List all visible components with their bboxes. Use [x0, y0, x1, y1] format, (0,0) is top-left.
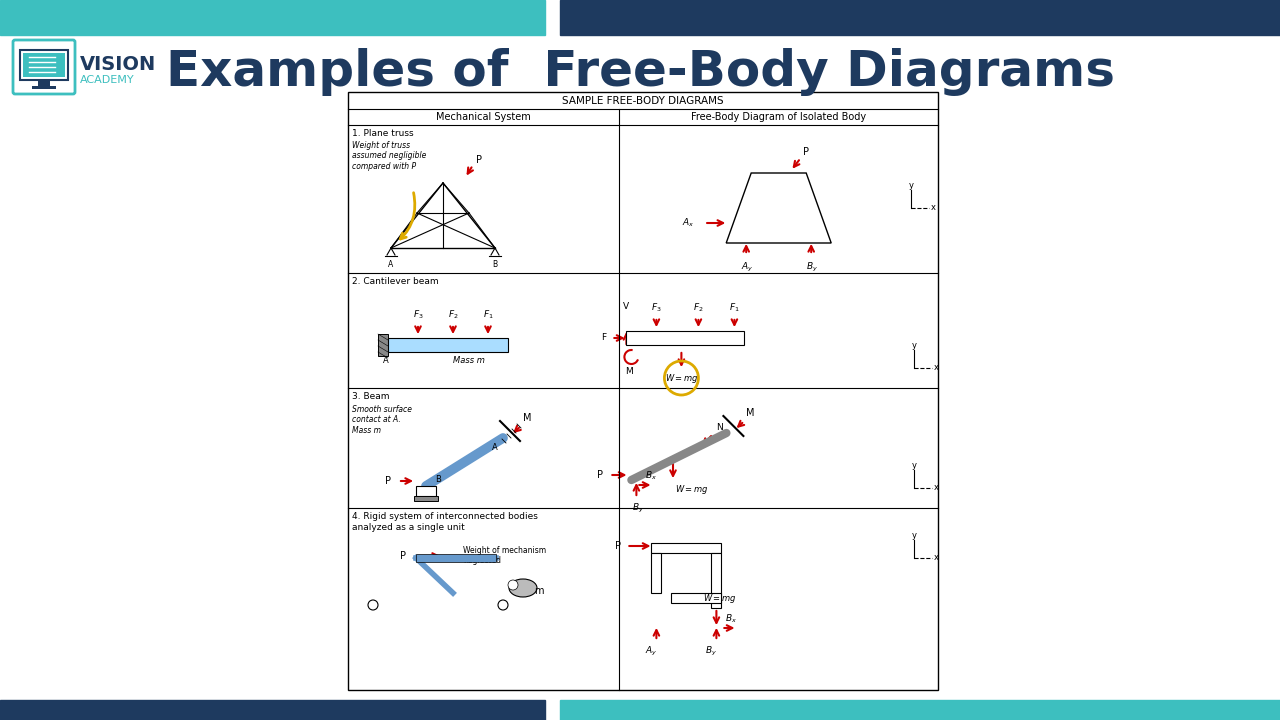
Text: $B_y$: $B_y$: [632, 502, 644, 515]
Text: $A_y$: $A_y$: [645, 645, 658, 658]
Text: VISION: VISION: [79, 55, 156, 73]
Text: 1. Plane truss: 1. Plane truss: [352, 129, 413, 138]
Text: Free-Body Diagram of Isolated Body: Free-Body Diagram of Isolated Body: [691, 112, 867, 122]
Text: $W = mg$: $W = mg$: [664, 372, 699, 385]
Text: F: F: [602, 333, 607, 343]
Text: $B_y$: $B_y$: [705, 645, 717, 658]
Text: $W = mg$: $W = mg$: [704, 592, 737, 605]
Text: A: A: [370, 602, 376, 611]
Text: m: m: [534, 586, 544, 596]
Text: Examples of  Free-Body Diagrams: Examples of Free-Body Diagrams: [165, 48, 1115, 96]
Bar: [672, 593, 722, 603]
Ellipse shape: [508, 580, 518, 590]
Text: $B_x$: $B_x$: [726, 613, 737, 625]
Text: $F_3$: $F_3$: [412, 308, 424, 321]
Bar: [652, 553, 662, 593]
Text: P: P: [616, 541, 621, 551]
Text: $F_3$: $F_3$: [652, 302, 662, 314]
Text: Smooth surface
contact at A.
Mass m: Smooth surface contact at A. Mass m: [352, 405, 412, 435]
Text: A: A: [383, 356, 389, 365]
Bar: [413, 496, 438, 501]
Bar: [0, 700, 545, 720]
Text: P: P: [385, 476, 390, 486]
Text: A: A: [492, 443, 498, 452]
Text: Mass m: Mass m: [453, 356, 485, 365]
Text: V: V: [623, 302, 630, 311]
Text: 4. Rigid system of interconnected bodies: 4. Rigid system of interconnected bodies: [352, 512, 538, 521]
Text: x: x: [931, 204, 936, 212]
Circle shape: [369, 600, 378, 610]
Text: 3. Beam: 3. Beam: [352, 392, 389, 401]
Bar: [712, 553, 722, 608]
Text: 2. Cantilever beam: 2. Cantilever beam: [352, 277, 439, 286]
Text: P: P: [598, 470, 603, 480]
Text: x: x: [934, 364, 940, 372]
Text: $B_y$: $B_y$: [806, 261, 818, 274]
Text: M: M: [524, 413, 531, 423]
Bar: [348, 92, 938, 690]
Text: B: B: [435, 475, 440, 484]
Bar: [20, 50, 68, 80]
Text: $F_1$: $F_1$: [483, 308, 493, 321]
FancyBboxPatch shape: [13, 40, 76, 94]
Bar: [626, 331, 745, 345]
Text: analyzed as a single unit: analyzed as a single unit: [352, 523, 465, 532]
Text: y: y: [909, 181, 914, 190]
Text: Mechanical System: Mechanical System: [436, 112, 531, 122]
Text: $F_2$: $F_2$: [448, 308, 458, 321]
Text: N: N: [716, 423, 723, 432]
Circle shape: [498, 600, 508, 610]
Bar: [378, 334, 388, 356]
Bar: [652, 543, 722, 553]
Bar: [38, 80, 50, 87]
Text: A: A: [388, 260, 394, 269]
Text: y: y: [911, 461, 916, 470]
Bar: [388, 338, 508, 352]
Text: B: B: [493, 260, 498, 269]
Text: $F_1$: $F_1$: [730, 302, 740, 314]
Text: x: x: [934, 484, 940, 492]
Bar: [561, 700, 1280, 720]
Text: SAMPLE FREE-BODY DIAGRAMS: SAMPLE FREE-BODY DIAGRAMS: [562, 96, 723, 106]
Bar: [561, 0, 1280, 35]
Text: $A_y$: $A_y$: [741, 261, 754, 274]
Text: P: P: [476, 155, 483, 165]
Bar: [32, 86, 56, 89]
Ellipse shape: [509, 579, 538, 597]
Text: $B_x$: $B_x$: [645, 469, 658, 482]
Text: M: M: [626, 367, 634, 376]
Bar: [23, 53, 65, 77]
Text: P: P: [399, 551, 406, 561]
Bar: [416, 486, 436, 496]
Text: $A_x$: $A_x$: [682, 217, 694, 229]
Text: x: x: [934, 554, 940, 562]
Bar: [416, 554, 497, 562]
Text: y: y: [911, 341, 916, 350]
Text: $W = mg$: $W = mg$: [675, 483, 709, 496]
Text: Weight of truss
assumed negligible
compared with P: Weight of truss assumed negligible compa…: [352, 141, 426, 171]
Text: ACADEMY: ACADEMY: [79, 75, 134, 85]
Text: Weight of mechanism
neglected: Weight of mechanism neglected: [463, 546, 547, 565]
Text: M: M: [746, 408, 755, 418]
Text: P: P: [803, 147, 809, 157]
Text: $F_2$: $F_2$: [692, 302, 704, 314]
Text: y: y: [911, 531, 916, 540]
Text: B: B: [500, 602, 506, 611]
Bar: [0, 0, 545, 35]
